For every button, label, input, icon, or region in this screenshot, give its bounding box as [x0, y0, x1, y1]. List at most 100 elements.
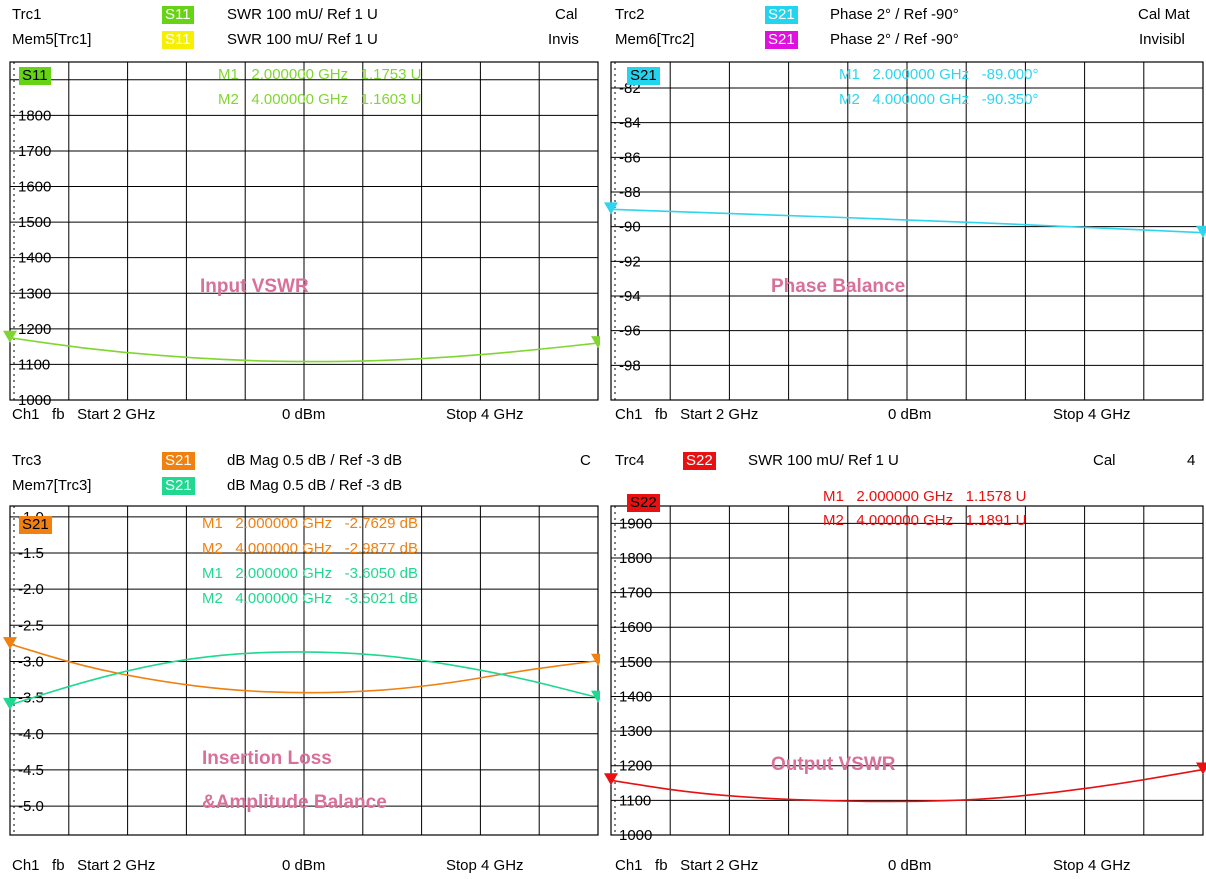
start-freq[interactable]: Start 2 GHz — [680, 406, 759, 423]
marker-value: -3.6050 dB — [344, 565, 418, 582]
trace-name[interactable]: Mem5[Trc1] — [12, 31, 92, 48]
trace-tag[interactable]: S11 — [19, 67, 51, 85]
marker-value: -89.000° — [981, 66, 1039, 83]
marker-value: 1.1578 U — [965, 488, 1027, 505]
cal-label: C — [580, 452, 591, 469]
power-label[interactable]: 0 dBm — [282, 857, 326, 874]
y-tick-label: 1900 — [619, 515, 652, 532]
y-tick-label: -92 — [619, 253, 641, 270]
marker-name: M2 — [202, 540, 223, 557]
panel-insertion-loss: Trc3 S21 dB Mag 0.5 dB / Ref -3 dB C Mem… — [0, 440, 600, 879]
trace-name[interactable]: Trc4 — [615, 452, 645, 469]
trace-line — [610, 768, 1204, 803]
marker-freq: 4.000000 GHz — [235, 540, 333, 557]
y-tick-label: -96 — [619, 323, 641, 340]
param-badge[interactable]: S11 — [162, 6, 194, 24]
cal-label: Cal — [1093, 452, 1116, 469]
format-label[interactable]: dB Mag 0.5 dB / Ref -3 dB — [227, 452, 403, 469]
y-tick-label: -90 — [619, 219, 641, 236]
start-freq[interactable]: Start 2 GHz — [77, 857, 156, 874]
marker-m2-triangle — [591, 653, 600, 666]
y-tick-label: 1700 — [18, 143, 51, 160]
param-badge[interactable]: S21 — [162, 477, 195, 495]
power-label[interactable]: 0 dBm — [888, 406, 932, 423]
stop-freq[interactable]: Stop 4 GHz — [1053, 857, 1131, 874]
y-tick-label: -84 — [619, 115, 641, 132]
power-label[interactable]: 0 dBm — [888, 857, 932, 874]
marker-freq: 4.000000 GHz — [251, 91, 349, 108]
channel-label: Ch1 — [615, 406, 643, 423]
footer-channel: Ch1 fb Start 2 GHz — [615, 857, 758, 875]
marker-name: M2 — [839, 91, 860, 108]
y-tick-label: 1000 — [18, 392, 51, 409]
format-label[interactable]: Phase 2° / Ref -90° — [830, 31, 959, 48]
marker-m1-triangle — [3, 330, 17, 343]
start-freq[interactable]: Start 2 GHz — [680, 857, 759, 874]
y-tick-label: 1500 — [18, 214, 51, 231]
y-tick-label: 1300 — [619, 723, 652, 740]
trace-tag[interactable]: S21 — [627, 67, 660, 85]
marker-m2: M2 4.000000 GHz -2.9877 dB — [202, 540, 418, 558]
marker-m2: M2 4.000000 GHz -90.350° — [839, 91, 1038, 109]
stop-freq[interactable]: Stop 4 GHz — [446, 406, 524, 423]
marker-value: 1.1603 U — [360, 91, 422, 108]
footer-channel: Ch1 fb Start 2 GHz — [12, 857, 155, 875]
format-label[interactable]: SWR 100 mU/ Ref 1 U — [748, 452, 899, 469]
param-badge[interactable]: S21 — [765, 6, 798, 24]
marker-m2-triangle — [591, 336, 600, 349]
trace-name[interactable]: Mem7[Trc3] — [12, 477, 92, 494]
y-tick-label: 1700 — [619, 585, 652, 602]
y-tick-label: -4.0 — [18, 726, 44, 743]
channel-index: 4 — [1187, 452, 1196, 469]
marker-value: -2.9877 dB — [344, 540, 418, 557]
stop-freq[interactable]: Stop 4 GHz — [1053, 406, 1131, 423]
plot-area[interactable]: -1.0-1.5-2.0-2.5-3.0-3.5-4.0-4.5-5.0 — [0, 440, 600, 879]
fb-label: fb — [52, 406, 65, 423]
stop-freq[interactable]: Stop 4 GHz — [446, 857, 524, 874]
marker-name: M1 — [218, 66, 239, 83]
param-badge[interactable]: S21 — [162, 452, 195, 470]
param-badge[interactable]: S21 — [765, 31, 798, 49]
format-label[interactable]: Phase 2° / Ref -90° — [830, 6, 959, 23]
plot-annotation: Output VSWR — [771, 754, 896, 775]
y-tick-label: -1.5 — [18, 545, 44, 562]
marker-name: M1 — [202, 515, 223, 532]
panel-phase-balance: Trc2 S21 Phase 2° / Ref -90° Cal Mat Mem… — [603, 0, 1206, 440]
panel-output-vswr: Trc4 S22 SWR 100 mU/ Ref 1 U Cal 4 1900 1… — [603, 440, 1206, 879]
marker-freq: 2.000000 GHz — [856, 488, 954, 505]
marker-m2-mem: M2 4.000000 GHz -3.5021 dB — [202, 590, 418, 608]
trace-name[interactable]: Mem6[Trc2] — [615, 31, 695, 48]
channel-label: Ch1 — [12, 406, 40, 423]
y-tick-label: -2.5 — [18, 617, 44, 634]
trace-name[interactable]: Trc1 — [12, 6, 42, 23]
trace-tag[interactable]: S21 — [19, 516, 52, 534]
marker-m1-triangle — [3, 637, 17, 650]
marker-m1: M1 2.000000 GHz 1.1753 U — [218, 66, 422, 84]
trace-line — [9, 651, 599, 706]
format-label[interactable]: SWR 100 mU/ Ref 1 U — [227, 31, 378, 48]
marker-name: M1 — [839, 66, 860, 83]
marker-m1: M1 2.000000 GHz -89.000° — [839, 66, 1038, 84]
trace-line — [9, 336, 599, 363]
invisible-label: Invis — [548, 31, 579, 48]
format-label[interactable]: SWR 100 mU/ Ref 1 U — [227, 6, 378, 23]
start-freq[interactable]: Start 2 GHz — [77, 406, 156, 423]
trace-name[interactable]: Trc3 — [12, 452, 42, 469]
marker-m2: M2 4.000000 GHz 1.1891 U — [823, 512, 1027, 530]
plot-area[interactable]: -82-84-86-88-90-92-94-96-98 — [603, 0, 1206, 440]
trace-name[interactable]: Trc2 — [615, 6, 645, 23]
y-tick-label: -88 — [619, 184, 641, 201]
y-tick-label: 1600 — [18, 179, 51, 196]
power-label[interactable]: 0 dBm — [282, 406, 326, 423]
marker-name: M2 — [218, 91, 239, 108]
fb-label: fb — [655, 406, 668, 423]
param-badge[interactable]: S22 — [683, 452, 716, 470]
param-badge[interactable]: S11 — [162, 31, 194, 49]
trace-tag[interactable]: S22 — [627, 494, 660, 512]
marker-m1-mem: M1 2.000000 GHz -3.6050 dB — [202, 565, 418, 583]
fb-label: fb — [655, 857, 668, 874]
format-label[interactable]: dB Mag 0.5 dB / Ref -3 dB — [227, 477, 403, 494]
y-tick-label: 1200 — [18, 321, 51, 338]
